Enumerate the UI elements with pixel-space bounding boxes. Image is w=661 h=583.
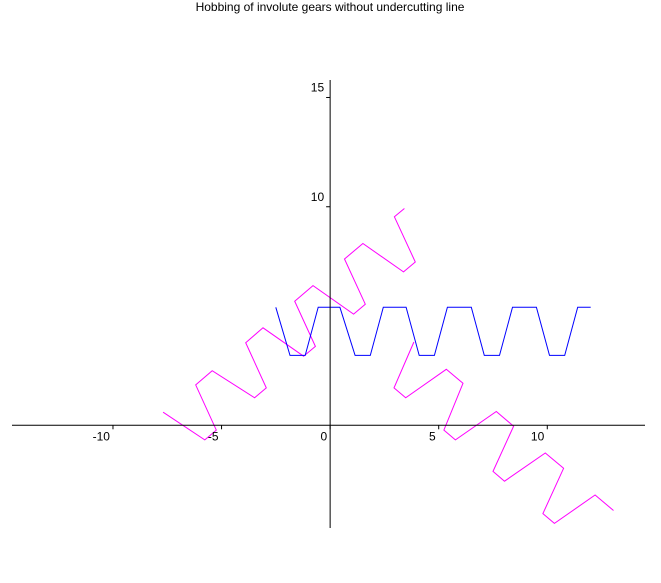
x-tick-label: 5 <box>429 429 436 443</box>
y-tick-label: 15 <box>311 81 325 95</box>
y-tick-label: 10 <box>311 190 325 204</box>
chart-title: Hobbing of involute gears without underc… <box>196 0 465 14</box>
x-tick-label: 10 <box>531 429 545 443</box>
x-tick-label: 0 <box>320 429 327 443</box>
x-tick-label: -5 <box>208 429 219 443</box>
x-tick-label: -10 <box>93 429 111 443</box>
series-line <box>393 341 614 525</box>
series-line <box>275 306 591 356</box>
series-line <box>162 208 416 441</box>
